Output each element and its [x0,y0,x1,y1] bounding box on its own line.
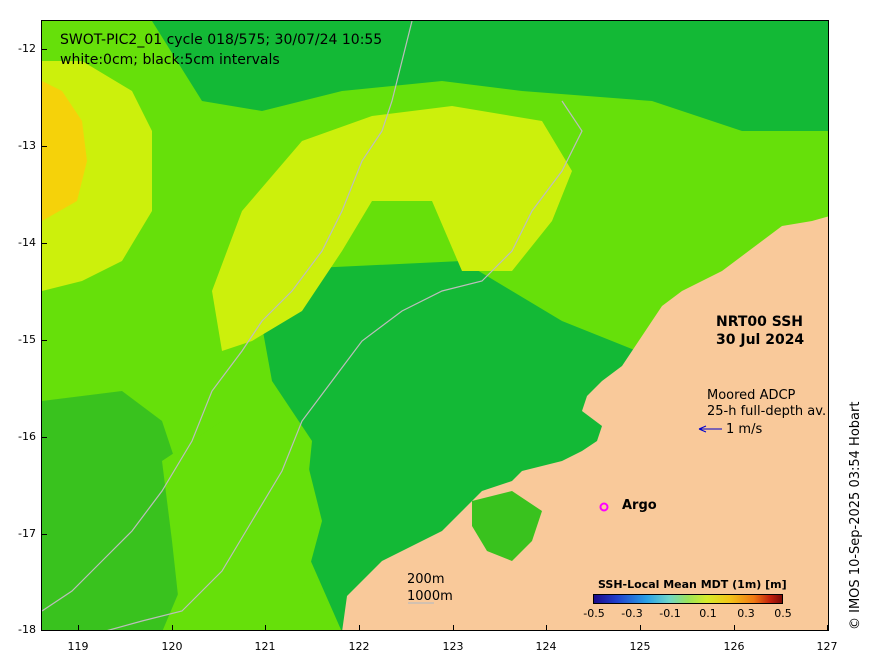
x-tick [453,625,454,631]
y-tick-label: -13 [18,139,36,152]
adcp-legend-title: Moored ADCP [707,388,796,403]
isobath-200m [42,21,413,612]
colorbar-tick-label: 0.5 [774,607,792,620]
x-tick-label: 119 [67,640,89,653]
map-subtitle: white:0cm; black:5cm intervals [60,52,280,68]
x-tick-label: 120 [161,640,183,653]
x-tick [359,625,360,631]
x-tick [265,625,266,631]
y-tick [41,437,47,438]
ssh-map [42,21,828,630]
colorbar-tick-label: -0.3 [621,607,643,620]
x-tick-label: 123 [442,640,464,653]
land-bay [472,491,542,561]
land-mass [342,216,828,630]
product-date: 30 Jul 2024 [716,332,805,348]
y-tick-label: -17 [18,527,36,540]
x-tick-label: 126 [723,640,745,653]
x-tick [734,625,735,631]
y-tick [41,49,47,50]
x-tick [78,625,79,631]
argo-legend-label: Argo [622,498,657,513]
ssh-base-southwest [42,391,192,630]
x-tick-label: 127 [816,640,838,653]
y-tick [41,630,47,631]
x-tick [640,625,641,631]
ssh-low-north [152,21,828,131]
isobath-1000m [107,100,583,630]
y-tick-label: -16 [18,430,36,443]
argo-marker [599,502,609,512]
colorbar [593,594,783,604]
colorbar-tick-label: -0.5 [583,607,605,620]
colorbar-tick-label: 0.1 [699,607,717,620]
ssh-peak-west [42,81,87,221]
x-tick [172,625,173,631]
y-tick [41,534,47,535]
copyright-notice: © IMOS 10-Sep-2025 03:54 Hobart [848,401,863,630]
y-tick-label: -15 [18,333,36,346]
y-tick [41,146,47,147]
y-tick-label: -12 [18,42,36,55]
colorbar-tick-label: -0.1 [659,607,681,620]
y-tick-label: -14 [18,236,36,249]
y-tick [41,340,47,341]
adcp-legend-subtitle: 25-h full-depth av. [707,404,827,419]
x-tick [546,625,547,631]
ssh-base-southwest-inner [162,421,322,630]
y-tick-label: -18 [18,623,36,636]
colorbar-title: SSH-Local Mean MDT (1m) [m] [598,578,787,591]
product-name: NRT00 SSH [716,314,804,330]
colorbar-tick-label: 0.3 [737,607,755,620]
isobath-legend-200m: 200m [407,572,445,587]
x-tick [827,625,828,631]
y-tick [41,243,47,244]
adcp-legend-arrowhead [698,425,707,433]
x-tick-label: 125 [629,640,651,653]
x-tick-label: 122 [348,640,370,653]
x-tick-label: 124 [535,640,557,653]
adcp-legend-scale: 1 m/s [726,422,763,437]
isobath-legend-1000m: 1000m [407,589,453,604]
x-tick-label: 121 [254,640,276,653]
ssh-high-central [212,106,572,351]
map-panel [41,20,829,631]
map-title: SWOT-PIC2_01 cycle 018/575; 30/07/24 10:… [60,32,383,48]
